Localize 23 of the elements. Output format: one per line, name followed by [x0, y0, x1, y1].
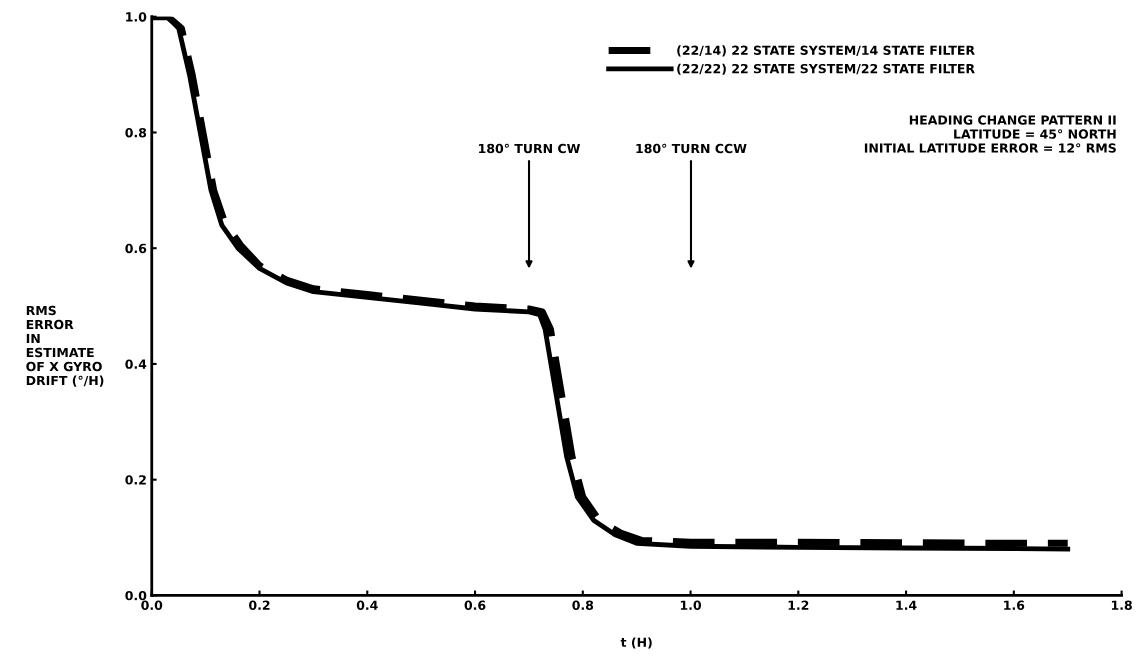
y-tick-label: 0.8 [125, 127, 147, 138]
y-tick-label: 0.4 [125, 359, 147, 369]
y-tick-label: 0.0 [125, 590, 147, 601]
x-tick-label: 0.8 [572, 600, 594, 610]
legend-label: (22/22) 22 STATE SYSTEM/22 STATE FILTER [677, 63, 975, 75]
x-tick-label: 0.0 [141, 600, 163, 610]
x-tick-label: 1.0 [680, 600, 702, 610]
annotation: 180° TURN CW [479, 143, 581, 154]
y-axis-title: RMS ERROR IN ESTIMATE OF X GYRO DRIFT (°/H) [26, 305, 104, 387]
y-tick-label: 0.6 [125, 243, 147, 254]
legend-label: (22/14) 22 STATE SYSTEM/14 STATE FILTER [677, 45, 975, 57]
x-tick-label: 1.4 [896, 600, 917, 610]
x-tick-label: 0.4 [356, 600, 378, 610]
x-axis-title: t (H) [620, 637, 652, 649]
y-tick-label: 0.2 [125, 475, 146, 485]
x-tick-label: 1.6 [1004, 600, 1025, 610]
x-tick-label: 0.2 [249, 600, 270, 610]
x-tick-label: 0.6 [464, 600, 486, 610]
annotation: HEADING CHANGE PATTERN II LATITUDE = 45° NORTH INITIAL LATITUDE ERROR = 12° RMS [864, 115, 1116, 153]
annotation: 180° TURN CCW [636, 143, 747, 154]
y-tick-label: 1.0 [126, 12, 147, 22]
x-tick-label: 1.8 [1111, 600, 1132, 610]
x-tick-label: 1.2 [788, 600, 809, 610]
